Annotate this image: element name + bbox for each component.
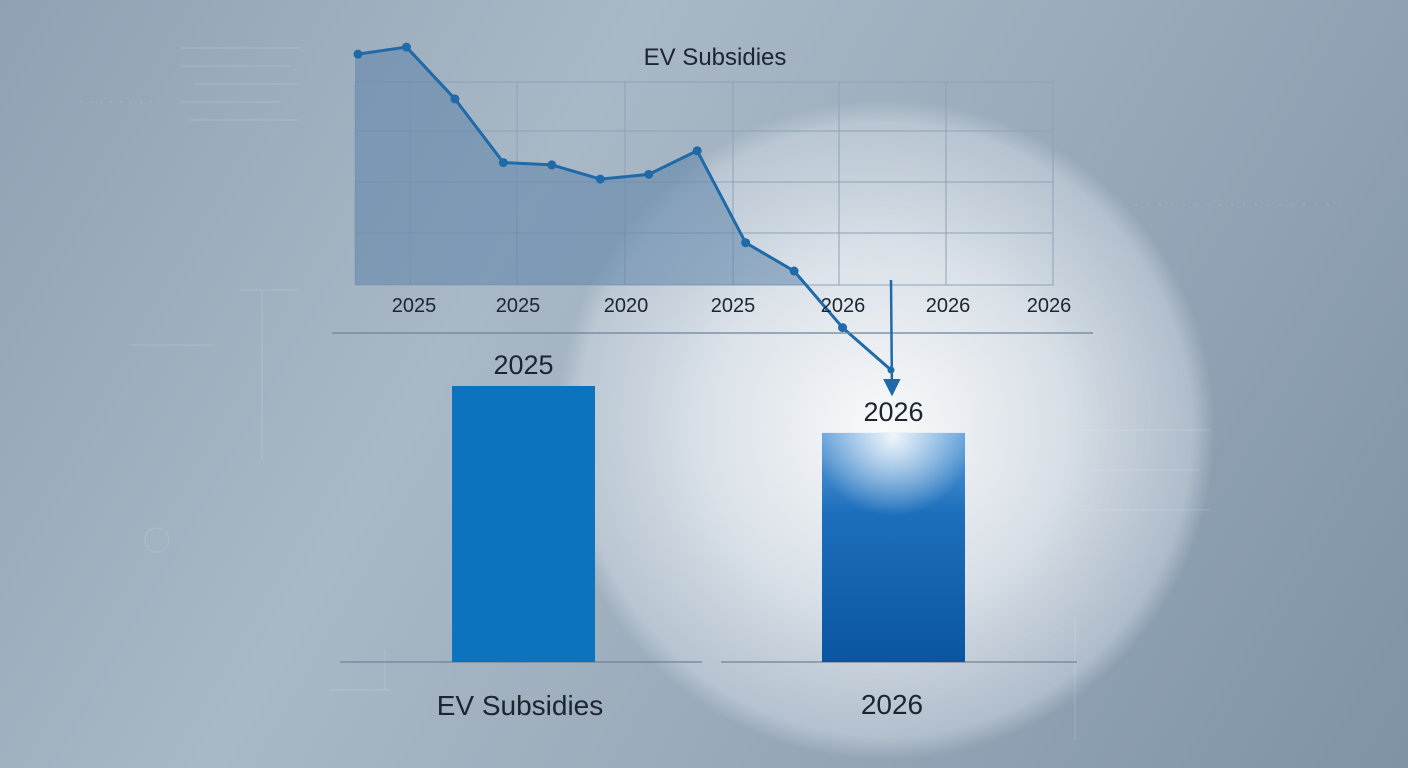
- line-data-point: [450, 94, 460, 104]
- bar-2026-highlight: [822, 432, 965, 523]
- line-chart-points: [353, 42, 895, 374]
- line-data-point: [353, 49, 363, 59]
- bar-chart: 2025 2026 EV Subsidies 2026: [340, 350, 1077, 721]
- line-data-point: [741, 238, 751, 248]
- x-tick-label: 2025: [392, 295, 437, 317]
- line-data-point: [838, 323, 848, 333]
- line-data-point: [789, 266, 799, 276]
- x-tick-label: 2025: [711, 295, 756, 317]
- line-chart-series-line: [357, 45, 892, 372]
- line-data-point: [547, 160, 557, 170]
- bar-caption-2026: 2026: [861, 689, 923, 720]
- bar-value-label-2025: 2025: [493, 350, 553, 380]
- bar-value-label-2026: 2026: [863, 397, 923, 427]
- line-chart-title: EV Subsidies: [644, 44, 787, 71]
- line-chart: EV Subsidies 2025 2025 2020 2025 2026 2026 202…: [332, 42, 1093, 397]
- bar-caption-ev-subsidies: EV Subsidies: [437, 690, 604, 721]
- bar-2025: [452, 386, 595, 662]
- line-data-point: [644, 169, 654, 179]
- line-chart-x-ticks: 2025 2025 2020 2025 2026 2026 2026: [392, 295, 1072, 317]
- x-tick-label: 2026: [1027, 295, 1072, 317]
- x-tick-label: 2026: [926, 295, 971, 317]
- x-tick-label: 2020: [604, 295, 649, 317]
- line-data-point: [498, 158, 508, 168]
- line-chart-area-fill: [355, 47, 807, 286]
- x-tick-label: 2025: [496, 295, 541, 317]
- x-tick-label: 2026: [821, 295, 866, 317]
- annotation-arrow: [883, 279, 901, 397]
- line-data-point: [692, 146, 702, 156]
- line-data-point: [401, 42, 411, 52]
- line-data-point: [595, 174, 605, 184]
